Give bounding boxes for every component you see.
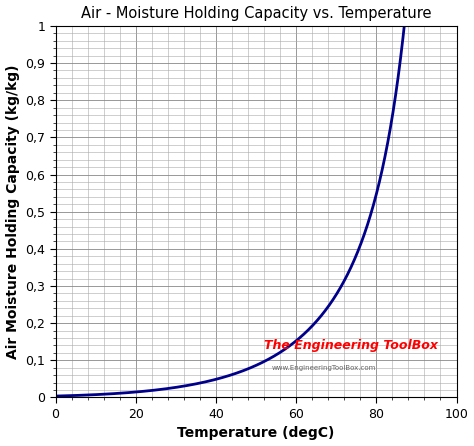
Text: www.EngineeringToolBox.com: www.EngineeringToolBox.com xyxy=(272,364,376,371)
Y-axis label: Air Moisture Holding Capacity (kg/kg): Air Moisture Holding Capacity (kg/kg) xyxy=(6,64,19,359)
X-axis label: Temperature (degC): Temperature (degC) xyxy=(177,426,335,441)
Title: Air - Moisture Holding Capacity vs. Temperature: Air - Moisture Holding Capacity vs. Temp… xyxy=(81,5,431,21)
Text: The Engineering ToolBox: The Engineering ToolBox xyxy=(264,339,438,352)
